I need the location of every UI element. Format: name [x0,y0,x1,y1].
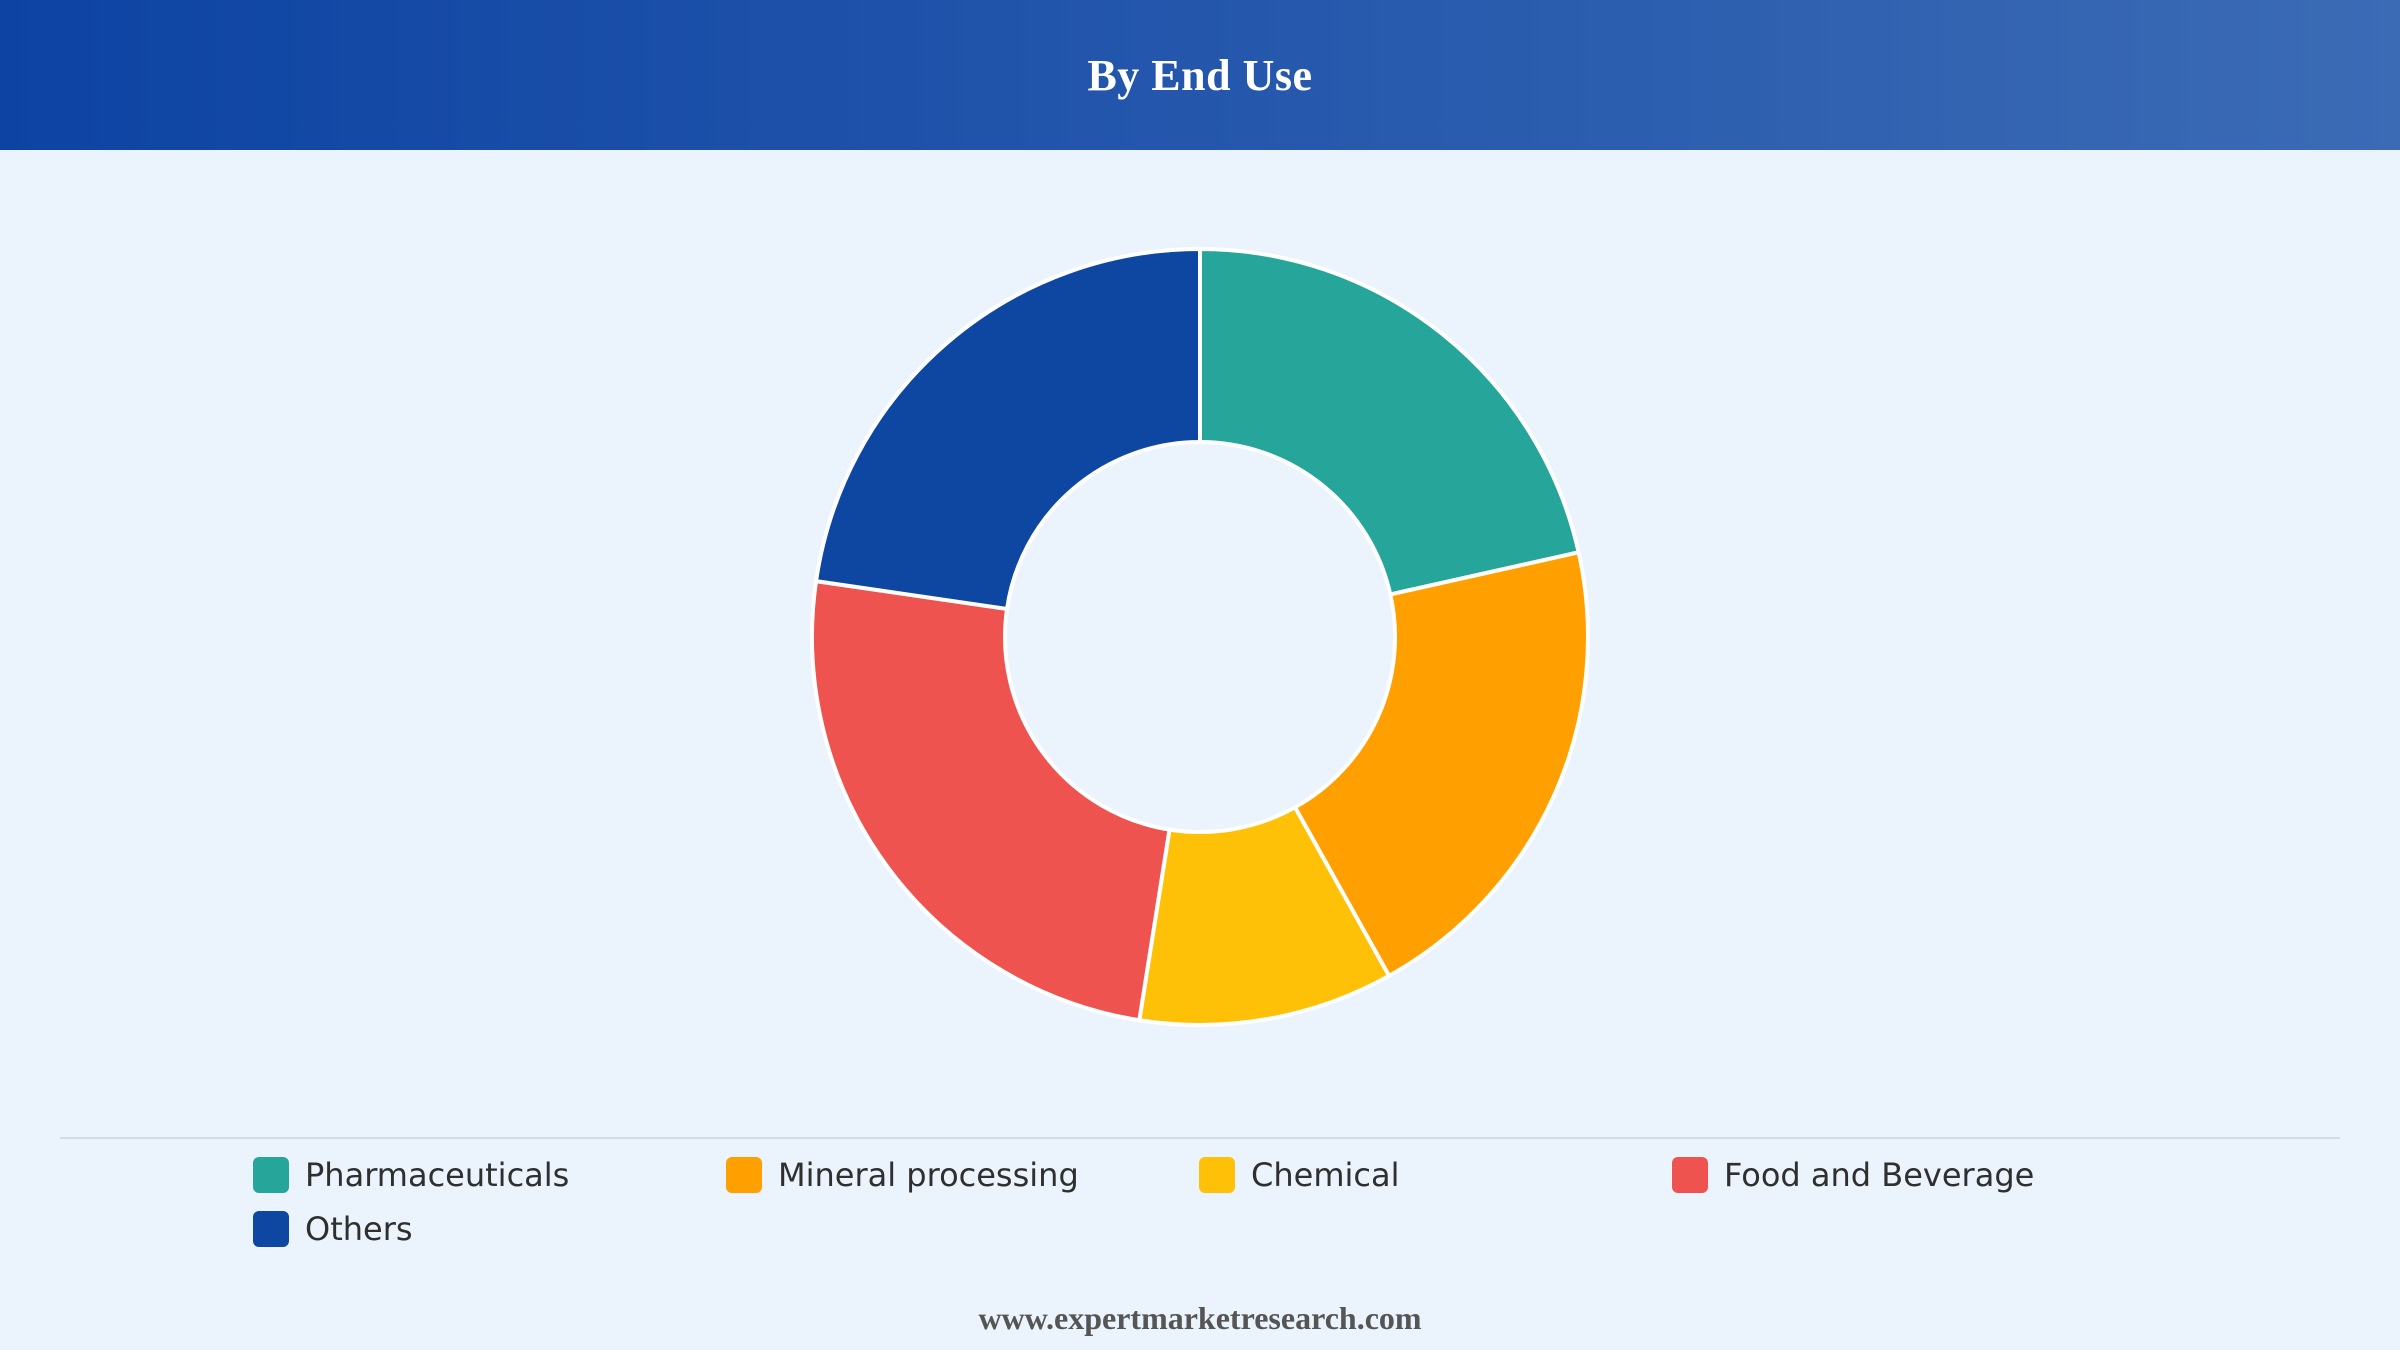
legend-item-others[interactable]: Others [253,1209,413,1249]
legend-label-mineral-processing: Mineral processing [778,1156,1079,1194]
slice-food-and-beverage[interactable] [810,579,1172,1023]
slice-others[interactable] [814,247,1202,611]
header-banner: By End Use [0,0,2400,150]
legend-swatch-mineral-processing [726,1157,762,1193]
legend-label-food-and-beverage: Food and Beverage [1724,1156,2035,1194]
donut-slices [810,247,1590,1027]
footer-website: www.expertmarketresearch.com [978,1300,1422,1336]
legend-label-chemical: Chemical [1251,1156,1400,1194]
slice-mineral-processing[interactable] [1293,550,1590,978]
legend-swatch-food-and-beverage [1672,1157,1708,1193]
legend-swatch-chemical [1199,1157,1235,1193]
legend-item-chemical[interactable]: Chemical [1199,1155,1399,1195]
legend-item-mineral-processing[interactable]: Mineral processing [726,1155,1079,1195]
chart-title: By End Use [1087,50,1313,100]
legend-divider [60,1137,2340,1139]
slice-pharmaceuticals[interactable] [1198,247,1581,597]
legend-swatch-others [253,1211,289,1247]
legend-label-pharmaceuticals: Pharmaceuticals [305,1156,570,1194]
legend-label-others: Others [305,1210,413,1248]
legend-swatch-pharmaceuticals [253,1157,289,1193]
legend-item-food-and-beverage[interactable]: Food and Beverage [1672,1155,2034,1195]
legend-item-pharmaceuticals[interactable]: Pharmaceuticals [253,1155,569,1195]
